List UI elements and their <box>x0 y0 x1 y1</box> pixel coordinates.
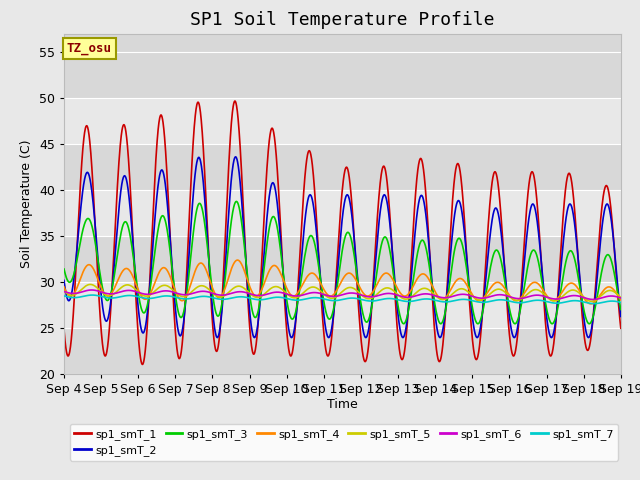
sp1_smT_6 <box>60 288 68 294</box>
sp1_smT_7 <box>371 298 379 304</box>
Y-axis label: Soil Temperature (C): Soil Temperature (C) <box>20 140 33 268</box>
sp1_smT_3 <box>584 319 591 325</box>
sp1_smT_6 <box>584 296 591 301</box>
sp1_smT_6 <box>504 293 512 299</box>
sp1_smT_5 <box>568 287 575 293</box>
sp1_smT_1 <box>584 348 591 353</box>
sp1_smT_4 <box>359 289 367 295</box>
Bar <box>64 282 621 328</box>
sp1_smT_7 <box>617 300 625 305</box>
sp1_smT_2 <box>216 330 223 336</box>
Bar <box>64 52 621 98</box>
sp1_smT_3 <box>232 199 240 204</box>
sp1_smT_4 <box>617 297 625 303</box>
sp1_smT_5 <box>359 293 367 299</box>
sp1_smT_6 <box>568 293 575 299</box>
sp1_smT_2 <box>371 267 379 273</box>
sp1_smT_1 <box>359 352 367 358</box>
Bar <box>64 328 621 374</box>
Legend: sp1_smT_1, sp1_smT_2, sp1_smT_3, sp1_smT_4, sp1_smT_5, sp1_smT_6, sp1_smT_7: sp1_smT_1, sp1_smT_2, sp1_smT_3, sp1_smT… <box>70 424 618 460</box>
sp1_smT_2 <box>617 313 625 319</box>
sp1_smT_1 <box>216 333 223 339</box>
Line: sp1_smT_4: sp1_smT_4 <box>64 260 621 304</box>
sp1_smT_2 <box>474 335 481 340</box>
sp1_smT_2 <box>359 325 367 331</box>
sp1_smT_7 <box>590 301 598 307</box>
sp1_smT_7 <box>568 298 575 304</box>
Line: sp1_smT_3: sp1_smT_3 <box>64 202 621 324</box>
sp1_smT_7 <box>359 297 367 303</box>
sp1_smT_1 <box>617 325 625 331</box>
sp1_smT_7 <box>216 296 223 302</box>
Line: sp1_smT_5: sp1_smT_5 <box>64 285 621 301</box>
sp1_smT_3 <box>568 249 576 255</box>
sp1_smT_2 <box>568 205 576 211</box>
Bar <box>64 144 621 190</box>
sp1_smT_5 <box>504 292 512 298</box>
sp1_smT_2 <box>232 154 239 160</box>
sp1_smT_5 <box>86 282 94 288</box>
sp1_smT_7 <box>584 300 591 306</box>
sp1_smT_4 <box>371 286 379 291</box>
Title: SP1 Soil Temperature Profile: SP1 Soil Temperature Profile <box>190 11 495 29</box>
sp1_smT_4 <box>60 284 68 290</box>
sp1_smT_4 <box>504 291 512 297</box>
sp1_smT_5 <box>588 299 595 304</box>
sp1_smT_4 <box>234 257 241 263</box>
sp1_smT_3 <box>505 301 513 307</box>
sp1_smT_4 <box>584 300 591 305</box>
sp1_smT_3 <box>400 321 408 326</box>
sp1_smT_6 <box>88 287 95 293</box>
X-axis label: Time: Time <box>327 398 358 411</box>
sp1_smT_1 <box>231 98 239 104</box>
Text: TZ_osu: TZ_osu <box>67 42 112 55</box>
sp1_smT_2 <box>505 307 513 312</box>
sp1_smT_5 <box>371 293 379 299</box>
sp1_smT_5 <box>216 294 223 300</box>
Bar <box>64 236 621 282</box>
sp1_smT_6 <box>216 292 223 298</box>
sp1_smT_6 <box>617 295 625 301</box>
sp1_smT_4 <box>568 280 575 286</box>
sp1_smT_3 <box>617 307 625 312</box>
sp1_smT_2 <box>584 334 591 339</box>
sp1_smT_3 <box>359 310 367 315</box>
sp1_smT_4 <box>587 301 595 307</box>
sp1_smT_3 <box>216 312 223 318</box>
sp1_smT_3 <box>371 284 379 290</box>
sp1_smT_5 <box>584 297 591 303</box>
sp1_smT_1 <box>505 323 513 329</box>
sp1_smT_5 <box>60 288 68 294</box>
Line: sp1_smT_2: sp1_smT_2 <box>64 157 621 337</box>
sp1_smT_1 <box>139 361 147 367</box>
sp1_smT_4 <box>216 295 223 300</box>
sp1_smT_1 <box>568 182 576 188</box>
sp1_smT_7 <box>88 292 96 298</box>
sp1_smT_6 <box>359 293 367 299</box>
Line: sp1_smT_1: sp1_smT_1 <box>64 101 621 364</box>
Bar <box>64 190 621 236</box>
Line: sp1_smT_6: sp1_smT_6 <box>64 290 621 300</box>
sp1_smT_1 <box>60 327 68 333</box>
sp1_smT_5 <box>617 295 625 300</box>
Line: sp1_smT_7: sp1_smT_7 <box>64 295 621 304</box>
sp1_smT_7 <box>60 293 68 299</box>
sp1_smT_2 <box>60 277 68 283</box>
sp1_smT_6 <box>589 297 597 302</box>
sp1_smT_1 <box>371 251 379 257</box>
sp1_smT_6 <box>371 294 379 300</box>
sp1_smT_3 <box>60 266 68 272</box>
Bar <box>64 98 621 144</box>
sp1_smT_7 <box>504 298 512 304</box>
